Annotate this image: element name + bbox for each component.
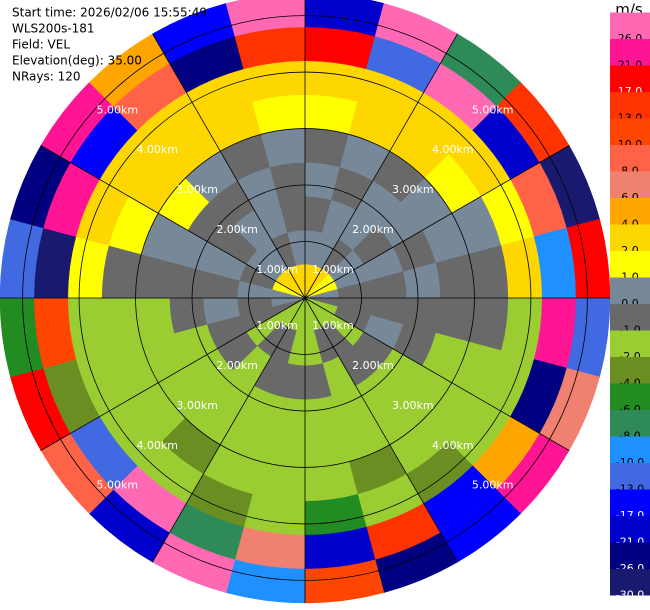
colorbar-band (610, 145, 650, 172)
colorbar: m/s 26.021.017.013.010.08.06.04.02.01.00… (610, 1, 650, 602)
range-ring-label: 5.00km (472, 103, 514, 116)
info-block: Start time: 2026/02/06 15:55:49 WLS200s-1… (12, 6, 207, 84)
colorbar-band (610, 65, 650, 92)
info-line: Elevation(deg): 35.00 (12, 54, 142, 68)
range-ring-label: 5.00km (97, 103, 139, 116)
colorbar-band (610, 357, 650, 384)
spoke (40, 297, 306, 451)
spoke (304, 297, 570, 451)
ppi-overlay: 1.00km 1.00km 1.00km 1.00km 2.00km 2.00km 2.00… (0, 0, 610, 603)
range-ring-label: 5.00km (472, 479, 514, 492)
range-ring-label: 1.00km (256, 263, 298, 276)
range-ring (78, 71, 532, 525)
colorbar-band (610, 410, 650, 437)
range-ring-label: 1.00km (312, 263, 354, 276)
range-ring (22, 15, 588, 581)
range-ring-label: 1.00km (256, 319, 298, 332)
colorbar-band (610, 277, 650, 304)
colorbar-label: -30.0 (616, 589, 644, 602)
colorbar-band (610, 251, 650, 278)
spoke (152, 297, 306, 563)
ppi-field (0, 0, 611, 604)
colorbar-band (610, 383, 650, 410)
range-ring-label: 2.00km (352, 359, 394, 372)
colorbar-band (610, 436, 650, 463)
range-ring-label: 4.00km (136, 143, 178, 156)
range-ring-label: 3.00km (176, 183, 218, 196)
spoke (304, 145, 570, 299)
range-ring-label: 4.00km (432, 143, 474, 156)
range-ring (248, 241, 362, 355)
range-ring-label: 2.00km (216, 223, 258, 236)
info-line: WLS200s-181 (12, 22, 95, 36)
range-ring-label: 2.00km (216, 359, 258, 372)
colorbar-band (610, 542, 650, 569)
colorbar-band (610, 516, 650, 543)
colorbar-band (610, 569, 650, 596)
colorbar-band (610, 224, 650, 251)
colorbar-band (610, 330, 650, 357)
range-ring-label: 4.00km (136, 439, 178, 452)
spoke (304, 297, 458, 563)
spoke (304, 33, 458, 299)
info-line: NRays: 120 (12, 70, 81, 84)
colorbar-band (610, 171, 650, 198)
colorbar-band (610, 92, 650, 119)
range-ring (191, 184, 419, 412)
colorbar-band (610, 12, 650, 39)
spoke (40, 145, 306, 299)
colorbar-band (610, 463, 650, 490)
colorbar-band (610, 39, 650, 66)
colorbar-band (610, 198, 650, 225)
range-ring (135, 128, 475, 468)
range-ring-label: 4.00km (432, 439, 474, 452)
info-line: Field: VEL (12, 38, 70, 52)
spoke (152, 33, 306, 299)
range-ring-label: 5.00km (97, 479, 139, 492)
range-ring-label: 3.00km (176, 399, 218, 412)
colorbar-band (610, 489, 650, 516)
colorbar-band (610, 304, 650, 331)
colorbar-band (610, 118, 650, 145)
range-ring-label: 1.00km (312, 319, 354, 332)
info-line: Start time: 2026/02/06 15:55:49 (12, 6, 207, 20)
range-ring-label: 3.00km (392, 183, 434, 196)
range-ring-label: 2.00km (352, 223, 394, 236)
range-ring-label: 3.00km (392, 399, 434, 412)
